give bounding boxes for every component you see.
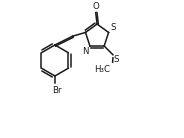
Text: S: S: [114, 55, 119, 64]
Text: N: N: [82, 47, 89, 56]
Text: H₃C: H₃C: [94, 65, 110, 74]
Text: S: S: [110, 23, 115, 32]
Text: Br: Br: [52, 86, 61, 95]
Text: O: O: [92, 2, 99, 11]
